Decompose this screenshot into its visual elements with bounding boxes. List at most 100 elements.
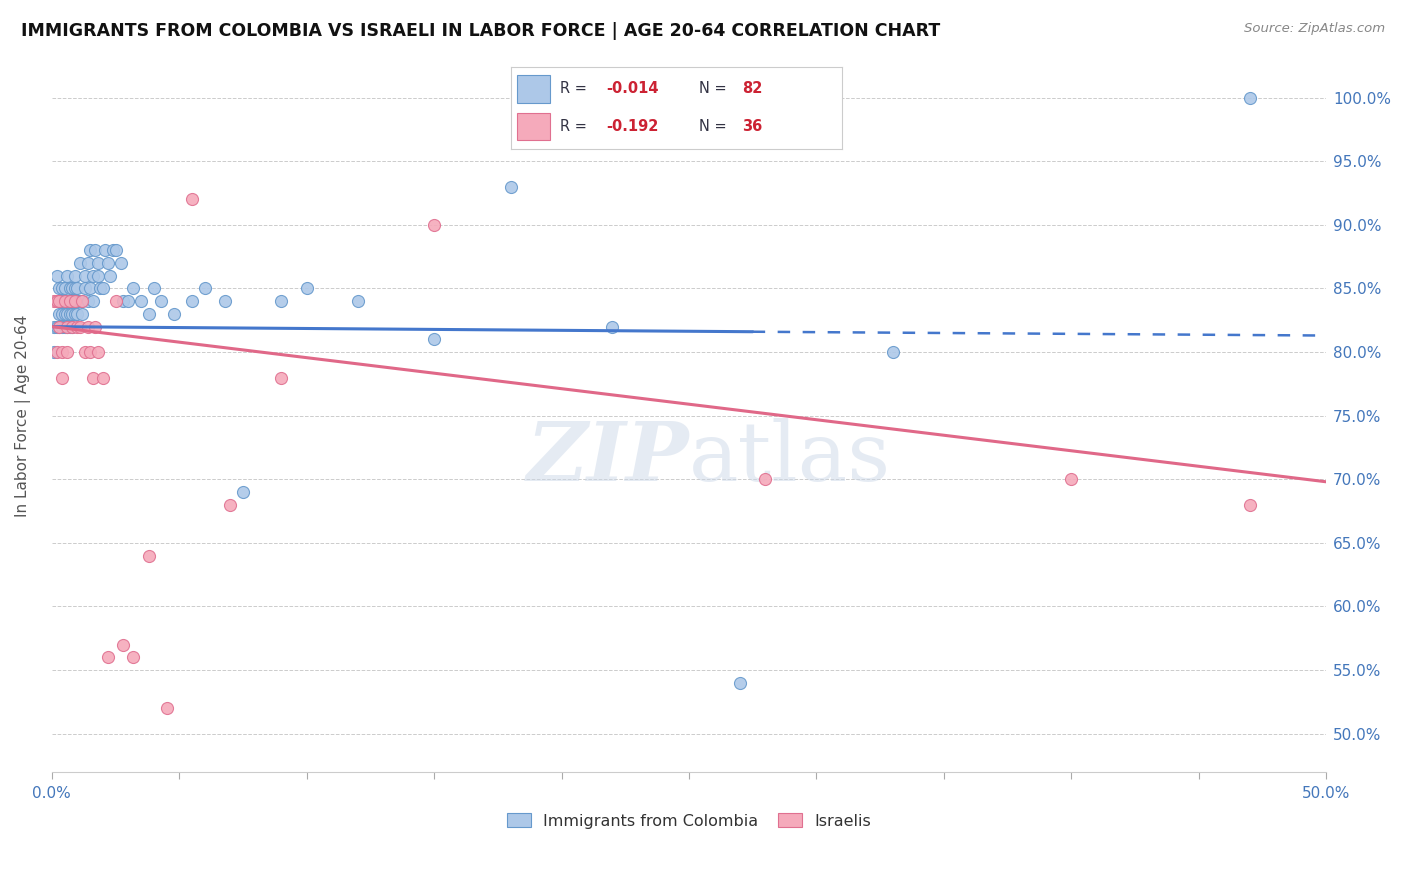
Point xyxy=(232,485,254,500)
Point xyxy=(91,281,114,295)
Point xyxy=(112,294,135,309)
Point xyxy=(728,675,751,690)
Point xyxy=(69,294,91,309)
Point xyxy=(1239,91,1261,105)
Point xyxy=(59,294,82,309)
Point xyxy=(110,256,132,270)
Point xyxy=(295,281,318,295)
Text: Source: ZipAtlas.com: Source: ZipAtlas.com xyxy=(1244,22,1385,36)
Point xyxy=(63,307,86,321)
Point xyxy=(97,256,120,270)
Point xyxy=(56,319,79,334)
Point xyxy=(100,268,122,283)
Point xyxy=(181,294,204,309)
Point xyxy=(63,294,86,309)
Point xyxy=(1060,472,1083,486)
Point xyxy=(66,319,89,334)
Point xyxy=(73,268,96,283)
Point xyxy=(44,345,66,359)
Legend: Immigrants from Colombia, Israelis: Immigrants from Colombia, Israelis xyxy=(501,807,877,835)
Point xyxy=(602,319,624,334)
Point xyxy=(45,268,67,283)
Text: atlas: atlas xyxy=(689,418,891,499)
Point xyxy=(219,498,242,512)
Point xyxy=(72,294,94,309)
Point xyxy=(48,307,70,321)
Text: ZIP: ZIP xyxy=(526,418,689,499)
Point xyxy=(60,294,83,309)
Point xyxy=(63,268,86,283)
Point xyxy=(86,268,108,283)
Point xyxy=(112,638,135,652)
Point xyxy=(59,281,82,295)
Point xyxy=(48,319,70,334)
Point xyxy=(181,193,204,207)
Point xyxy=(117,294,139,309)
Point xyxy=(76,256,98,270)
Point xyxy=(56,307,79,321)
Point xyxy=(72,294,94,309)
Point xyxy=(270,370,292,384)
Point xyxy=(142,281,165,295)
Point xyxy=(53,319,76,334)
Point xyxy=(53,294,76,309)
Point xyxy=(48,294,70,309)
Point xyxy=(754,472,776,486)
Point xyxy=(84,244,107,258)
Point xyxy=(104,244,127,258)
Point xyxy=(45,319,67,334)
Point xyxy=(59,294,82,309)
Point xyxy=(84,319,107,334)
Point xyxy=(48,294,70,309)
Point xyxy=(53,294,76,309)
Point xyxy=(82,268,104,283)
Point xyxy=(86,345,108,359)
Point xyxy=(44,294,66,309)
Point xyxy=(45,345,67,359)
Point xyxy=(44,319,66,334)
Point xyxy=(1239,498,1261,512)
Point xyxy=(51,281,73,295)
Point xyxy=(82,294,104,309)
Point xyxy=(45,294,67,309)
Point xyxy=(51,294,73,309)
Point xyxy=(56,294,79,309)
Point xyxy=(72,307,94,321)
Point xyxy=(79,281,101,295)
Point xyxy=(60,319,83,334)
Point xyxy=(60,307,83,321)
Point xyxy=(51,345,73,359)
Point xyxy=(79,345,101,359)
Point xyxy=(69,256,91,270)
Point xyxy=(346,294,368,309)
Point xyxy=(91,370,114,384)
Point xyxy=(48,281,70,295)
Text: IMMIGRANTS FROM COLOMBIA VS ISRAELI IN LABOR FORCE | AGE 20-64 CORRELATION CHART: IMMIGRANTS FROM COLOMBIA VS ISRAELI IN L… xyxy=(21,22,941,40)
Point xyxy=(66,294,89,309)
Point xyxy=(97,650,120,665)
Point xyxy=(82,370,104,384)
Point xyxy=(76,319,98,334)
Point xyxy=(86,256,108,270)
Point xyxy=(129,294,152,309)
Point xyxy=(48,319,70,334)
Point xyxy=(101,244,124,258)
Point xyxy=(150,294,173,309)
Point xyxy=(45,294,67,309)
Point xyxy=(51,294,73,309)
Point xyxy=(423,218,446,232)
Point xyxy=(499,179,522,194)
Point xyxy=(63,281,86,295)
Point xyxy=(66,307,89,321)
Point xyxy=(882,345,904,359)
Point xyxy=(53,281,76,295)
Point xyxy=(73,345,96,359)
Point xyxy=(56,268,79,283)
Point xyxy=(51,370,73,384)
Point xyxy=(51,307,73,321)
Y-axis label: In Labor Force | Age 20-64: In Labor Force | Age 20-64 xyxy=(15,315,31,516)
Point xyxy=(73,281,96,295)
Point xyxy=(155,701,177,715)
Point xyxy=(56,345,79,359)
Point xyxy=(138,307,160,321)
